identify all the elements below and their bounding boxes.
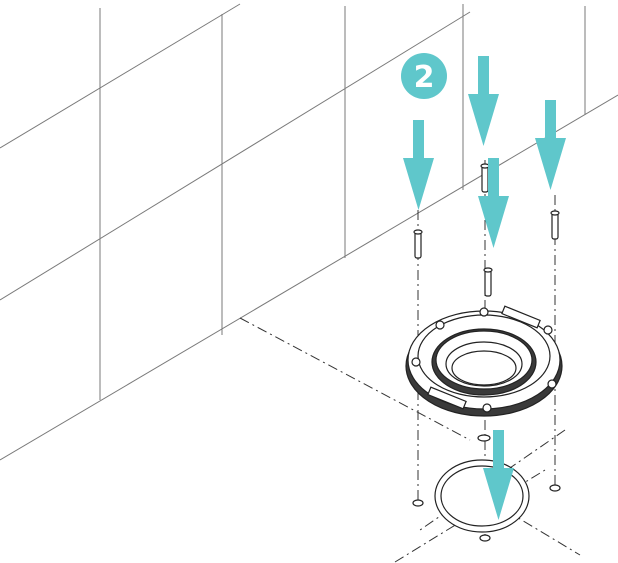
step-badge: 2 — [401, 53, 447, 99]
wall-tiles — [0, 3, 618, 461]
toilet-flange-icon — [405, 305, 563, 442]
step-badge-circle — [401, 53, 447, 99]
down-arrow-icon — [478, 158, 509, 248]
step-number: 2 — [414, 60, 435, 95]
gasket-ring-icon — [434, 459, 530, 533]
down-arrow-icon — [483, 430, 514, 520]
down-arrow-icon — [535, 100, 566, 190]
screw-icon — [483, 267, 493, 297]
screw-icon — [480, 163, 490, 193]
screw-icon — [413, 229, 423, 259]
down-arrow-icon — [403, 120, 434, 210]
down-arrow-icon — [468, 56, 499, 146]
floor-washers — [412, 484, 561, 542]
screws — [413, 163, 560, 297]
direction-arrows — [403, 56, 566, 520]
screw-icon — [550, 210, 560, 240]
